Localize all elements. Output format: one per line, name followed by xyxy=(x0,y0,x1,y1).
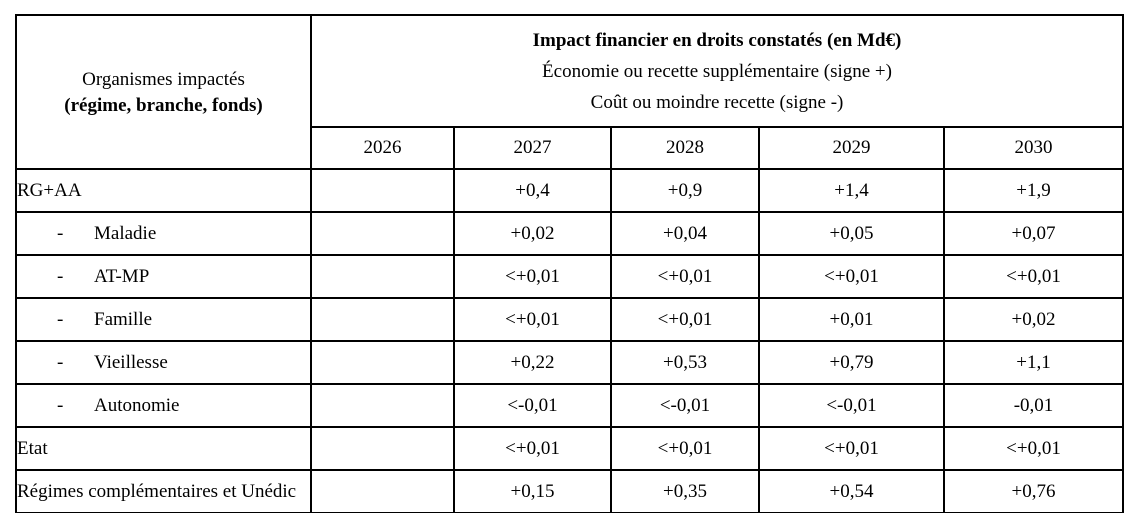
value-cell: +0,79 xyxy=(758,340,945,385)
table-row-regimes-complementaires: Régimes complémentaires et Unédic +0,15 … xyxy=(15,469,1125,513)
value-cell: <+0,01 xyxy=(610,297,760,342)
row-label: - AT-MP xyxy=(15,254,312,299)
value-cell: -0,01 xyxy=(942,383,1125,428)
dash-bullet: - xyxy=(57,265,64,287)
value-cell: <-0,01 xyxy=(453,383,612,428)
value-cell: <+0,01 xyxy=(610,254,760,299)
value-cell: <+0,01 xyxy=(942,426,1125,471)
dash-bullet: - xyxy=(57,308,64,330)
header-row-years: 2026 2027 2028 2029 2030 xyxy=(16,126,1125,170)
corner-header-line2: (régime, branche, fonds) xyxy=(64,94,263,116)
value-cell: <+0,01 xyxy=(610,426,760,471)
value-cell: +0,02 xyxy=(942,297,1125,342)
corner-header-line1: Organismes impactés xyxy=(82,68,245,90)
value-cell xyxy=(310,211,455,256)
header-row-main: Organismes impactés (régime, branche, fo… xyxy=(15,14,1125,170)
row-label: Régimes complémentaires et Unédic xyxy=(15,469,312,513)
table-row-at-mp: - AT-MP <+0,01 <+0,01 <+0,01 <+0,01 xyxy=(15,254,1125,299)
table-row-famille: - Famille <+0,01 <+0,01 +0,01 +0,02 xyxy=(15,297,1125,342)
row-label: - Famille xyxy=(15,297,312,342)
table-body: RG+AA +0,4 +0,9 +1,4 +1,9 - Maladie +0,02… xyxy=(15,168,1125,513)
value-cell: +0,9 xyxy=(610,168,760,213)
row-label-text: Régimes complémentaires et Unédic xyxy=(17,480,297,502)
value-cell xyxy=(310,168,455,213)
value-cell xyxy=(310,469,455,513)
table-row-autonomie: - Autonomie <-0,01 <-0,01 <-0,01 -0,01 xyxy=(15,383,1125,428)
financial-impact-table: Organismes impactés (régime, branche, fo… xyxy=(15,14,1125,513)
value-cell: +1,9 xyxy=(942,168,1125,213)
row-label: - Maladie xyxy=(15,211,312,256)
table-row-vieillesse: - Vieillesse +0,22 +0,53 +0,79 +1,1 xyxy=(15,340,1125,385)
value-cell: +1,4 xyxy=(758,168,945,213)
value-cell: <+0,01 xyxy=(942,254,1125,299)
value-cell: <-0,01 xyxy=(758,383,945,428)
value-cell: <-0,01 xyxy=(610,383,760,428)
value-cell xyxy=(310,383,455,428)
dash-bullet: - xyxy=(57,222,64,244)
value-cell xyxy=(310,297,455,342)
value-cell: +0,53 xyxy=(610,340,760,385)
row-label: Etat xyxy=(15,426,312,471)
value-cell: <+0,01 xyxy=(453,254,612,299)
row-label-text: Vieillesse xyxy=(94,351,168,373)
year-header-2029: 2029 xyxy=(758,126,945,170)
row-label-text: Maladie xyxy=(94,222,157,244)
value-cell: +0,07 xyxy=(942,211,1125,256)
value-cell xyxy=(310,426,455,471)
value-cell: <+0,01 xyxy=(758,426,945,471)
value-cell: +0,04 xyxy=(610,211,760,256)
value-cell: <+0,01 xyxy=(453,426,612,471)
value-cell xyxy=(310,254,455,299)
value-cell: <+0,01 xyxy=(758,254,945,299)
main-header-cell: Impact financier en droits constatés (en… xyxy=(309,14,1125,128)
row-label-text: Etat xyxy=(17,437,48,459)
value-cell: +0,01 xyxy=(758,297,945,342)
value-cell: +0,05 xyxy=(758,211,945,256)
value-cell: +1,1 xyxy=(942,340,1125,385)
main-header-title: Impact financier en droits constatés (en… xyxy=(532,29,902,51)
value-cell: +0,4 xyxy=(453,168,612,213)
year-header-2027: 2027 xyxy=(453,126,612,170)
value-cell: +0,22 xyxy=(453,340,612,385)
row-label: RG+AA xyxy=(15,168,312,213)
table-row-rg-aa: RG+AA +0,4 +0,9 +1,4 +1,9 xyxy=(15,168,1125,213)
value-cell: +0,15 xyxy=(453,469,612,513)
year-header-2030: 2030 xyxy=(942,126,1125,170)
row-label-text: Famille xyxy=(94,308,153,330)
value-cell: <+0,01 xyxy=(453,297,612,342)
value-cell: +0,02 xyxy=(453,211,612,256)
row-label-text: RG+AA xyxy=(17,179,82,201)
corner-header-cell: Organismes impactés (régime, branche, fo… xyxy=(15,14,312,170)
dash-bullet: - xyxy=(57,351,64,373)
year-header-2028: 2028 xyxy=(610,126,760,170)
row-label-text: AT-MP xyxy=(94,265,150,287)
main-header-subtitle-minus: Coût ou moindre recette (signe -) xyxy=(590,91,844,113)
table-row-etat: Etat <+0,01 <+0,01 <+0,01 <+0,01 xyxy=(15,426,1125,471)
row-label: - Vieillesse xyxy=(15,340,312,385)
value-cell: +0,35 xyxy=(610,469,760,513)
table-row-maladie: - Maladie +0,02 +0,04 +0,05 +0,07 xyxy=(15,211,1125,256)
main-header-subtitle-plus: Économie ou recette supplémentaire (sign… xyxy=(542,60,892,82)
row-label: - Autonomie xyxy=(15,383,312,428)
value-cell: +0,76 xyxy=(942,469,1125,513)
value-cell: +0,54 xyxy=(758,469,945,513)
row-label-text: Autonomie xyxy=(94,394,180,416)
year-header-2026: 2026 xyxy=(310,126,455,170)
dash-bullet: - xyxy=(57,394,64,416)
value-cell xyxy=(310,340,455,385)
